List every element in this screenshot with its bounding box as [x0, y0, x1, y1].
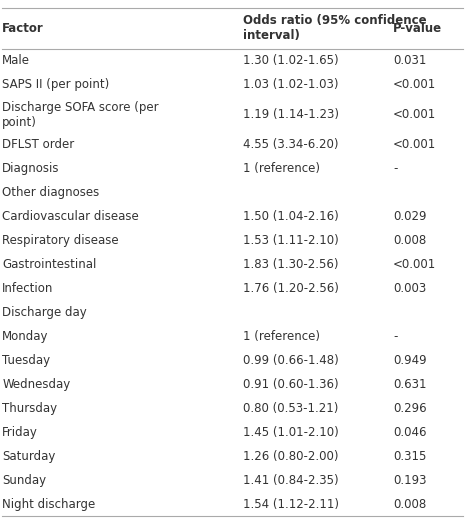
Text: 0.91 (0.60-1.36): 0.91 (0.60-1.36) — [243, 378, 339, 391]
Text: 0.003: 0.003 — [393, 282, 426, 295]
Text: 0.008: 0.008 — [393, 234, 426, 247]
Text: 1.53 (1.11-2.10): 1.53 (1.11-2.10) — [243, 234, 339, 247]
Text: 1.26 (0.80-2.00): 1.26 (0.80-2.00) — [243, 450, 339, 463]
Text: -: - — [393, 330, 397, 343]
Text: 1.54 (1.12-2.11): 1.54 (1.12-2.11) — [243, 498, 339, 511]
Text: Respiratory disease: Respiratory disease — [2, 234, 119, 247]
Text: 0.949: 0.949 — [393, 354, 427, 367]
Text: P-value: P-value — [393, 22, 442, 35]
Text: <0.001: <0.001 — [393, 138, 436, 151]
Text: Discharge day: Discharge day — [2, 306, 87, 319]
Text: 0.99 (0.66-1.48): 0.99 (0.66-1.48) — [243, 354, 339, 367]
Text: 1.76 (1.20-2.56): 1.76 (1.20-2.56) — [243, 282, 339, 295]
Text: 0.296: 0.296 — [393, 402, 427, 415]
Text: 1 (reference): 1 (reference) — [243, 330, 321, 343]
Text: <0.001: <0.001 — [393, 79, 436, 91]
Text: Odds ratio (95% confidence
interval): Odds ratio (95% confidence interval) — [243, 14, 427, 42]
Text: 1.03 (1.02-1.03): 1.03 (1.02-1.03) — [243, 79, 339, 91]
Text: DFLST order: DFLST order — [2, 138, 74, 151]
Text: 1.41 (0.84-2.35): 1.41 (0.84-2.35) — [243, 474, 339, 487]
Text: 1.30 (1.02-1.65): 1.30 (1.02-1.65) — [243, 54, 339, 68]
Text: 0.80 (0.53-1.21): 0.80 (0.53-1.21) — [243, 402, 339, 415]
Text: -: - — [393, 162, 397, 175]
Text: 1.50 (1.04-2.16): 1.50 (1.04-2.16) — [243, 210, 339, 223]
Text: Other diagnoses: Other diagnoses — [2, 186, 100, 199]
Text: Discharge SOFA score (per
point): Discharge SOFA score (per point) — [2, 101, 159, 129]
Text: 1.45 (1.01-2.10): 1.45 (1.01-2.10) — [243, 426, 339, 439]
Text: Gastrointestinal: Gastrointestinal — [2, 258, 97, 271]
Text: <0.001: <0.001 — [393, 108, 436, 122]
Text: 0.315: 0.315 — [393, 450, 426, 463]
Text: 0.008: 0.008 — [393, 498, 426, 511]
Text: Male: Male — [2, 54, 30, 68]
Text: Sunday: Sunday — [2, 474, 46, 487]
Text: Infection: Infection — [2, 282, 54, 295]
Text: 0.193: 0.193 — [393, 474, 427, 487]
Text: Night discharge: Night discharge — [2, 498, 95, 511]
Text: 1.19 (1.14-1.23): 1.19 (1.14-1.23) — [243, 108, 339, 122]
Text: Friday: Friday — [2, 426, 38, 439]
Text: Cardiovascular disease: Cardiovascular disease — [2, 210, 139, 223]
Text: Wednesday: Wednesday — [2, 378, 71, 391]
Text: 1.83 (1.30-2.56): 1.83 (1.30-2.56) — [243, 258, 339, 271]
Text: 1 (reference): 1 (reference) — [243, 162, 321, 175]
Text: 0.029: 0.029 — [393, 210, 427, 223]
Text: Thursday: Thursday — [2, 402, 58, 415]
Text: <0.001: <0.001 — [393, 258, 436, 271]
Text: Factor: Factor — [2, 22, 44, 35]
Text: 0.046: 0.046 — [393, 426, 427, 439]
Text: Monday: Monday — [2, 330, 49, 343]
Text: Saturday: Saturday — [2, 450, 56, 463]
Text: 0.031: 0.031 — [393, 54, 426, 68]
Text: Tuesday: Tuesday — [2, 354, 51, 367]
Text: Diagnosis: Diagnosis — [2, 162, 60, 175]
Text: 0.631: 0.631 — [393, 378, 427, 391]
Text: 4.55 (3.34-6.20): 4.55 (3.34-6.20) — [243, 138, 339, 151]
Text: SAPS II (per point): SAPS II (per point) — [2, 79, 110, 91]
